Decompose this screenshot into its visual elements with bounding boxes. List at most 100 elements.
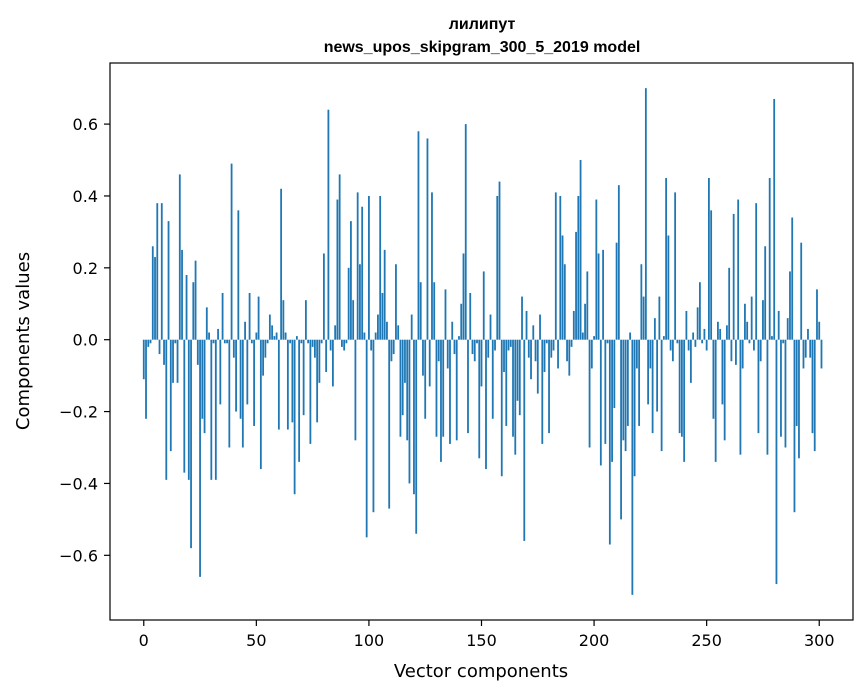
bar <box>458 336 460 340</box>
bar <box>613 339 616 408</box>
bar <box>210 339 213 480</box>
bar <box>379 195 382 340</box>
bar <box>784 339 787 448</box>
bar <box>748 339 751 344</box>
bar <box>777 310 780 340</box>
bar <box>624 339 627 452</box>
bar <box>399 339 402 437</box>
bar <box>699 282 701 340</box>
bar <box>491 339 494 419</box>
x-tick-label: 200 <box>579 631 610 650</box>
bar <box>480 339 483 387</box>
bar <box>514 339 517 455</box>
bar <box>345 339 348 344</box>
bar <box>719 328 722 340</box>
bar <box>320 339 323 344</box>
bar <box>163 339 165 365</box>
bar <box>343 339 346 351</box>
bar <box>635 339 638 369</box>
bar <box>541 339 544 444</box>
bar <box>721 339 724 405</box>
bar <box>208 332 210 340</box>
bar <box>241 339 244 448</box>
bar <box>156 203 159 340</box>
bar <box>194 260 197 340</box>
bar <box>442 339 445 437</box>
bar <box>235 339 237 412</box>
bar <box>816 289 818 340</box>
bar <box>370 339 373 351</box>
bar <box>608 339 611 545</box>
bar <box>248 292 251 340</box>
bar <box>701 339 704 344</box>
bar <box>606 339 609 344</box>
bar <box>759 339 762 362</box>
bar <box>674 192 677 340</box>
bar <box>334 325 337 340</box>
bar <box>482 271 485 340</box>
bar <box>669 339 672 351</box>
bar <box>453 339 456 355</box>
bar <box>277 339 280 430</box>
bar <box>568 339 571 376</box>
bar <box>413 339 415 495</box>
y-tick-label: −0.2 <box>59 403 98 422</box>
bar <box>768 177 771 340</box>
bar <box>307 339 310 344</box>
bar <box>397 325 400 340</box>
bar <box>145 339 147 419</box>
bar <box>381 292 384 340</box>
bar <box>410 314 413 340</box>
bar <box>518 339 521 416</box>
bar <box>352 300 355 340</box>
bar <box>266 339 269 344</box>
bar <box>717 321 719 340</box>
bar <box>318 339 321 383</box>
bar <box>388 339 391 509</box>
y-tick-label: 0.4 <box>73 187 98 206</box>
bar <box>678 339 681 434</box>
bar <box>223 339 226 344</box>
bar <box>559 195 562 340</box>
bar <box>633 339 636 477</box>
bar <box>365 339 368 538</box>
bar <box>622 339 625 441</box>
bar <box>793 339 796 513</box>
bar <box>404 339 406 383</box>
bar <box>638 339 641 426</box>
bar <box>473 339 476 362</box>
bar <box>509 339 512 347</box>
bar <box>151 246 154 340</box>
bar <box>653 318 656 340</box>
bar <box>597 253 600 340</box>
bar <box>611 339 613 462</box>
bar <box>577 195 580 340</box>
bar <box>422 339 424 376</box>
bar <box>498 181 501 340</box>
bar <box>165 339 168 480</box>
bar <box>282 300 285 340</box>
bar <box>809 339 812 358</box>
bar <box>521 296 523 340</box>
bar <box>795 339 798 426</box>
bar <box>584 303 586 340</box>
y-tick-label: 0.2 <box>73 259 98 278</box>
bar <box>818 321 821 340</box>
x-axis-ticks: 0 50 100 150 200 250 300 <box>139 620 835 650</box>
bar <box>530 339 532 380</box>
y-tick-label: −0.6 <box>59 546 98 565</box>
bar <box>424 339 427 419</box>
bar <box>471 339 474 355</box>
bar <box>253 339 255 426</box>
bar <box>744 303 746 340</box>
bar <box>214 339 217 480</box>
bar <box>196 339 199 365</box>
y-tick-label: 0.0 <box>73 331 98 350</box>
bar <box>275 332 278 340</box>
bar <box>302 339 305 416</box>
bar <box>350 221 352 340</box>
bar <box>271 325 274 340</box>
bar <box>372 339 375 513</box>
bar <box>154 257 156 340</box>
chart-subtitle: news_upos_skipgram_300_5_2019 model <box>324 39 641 56</box>
